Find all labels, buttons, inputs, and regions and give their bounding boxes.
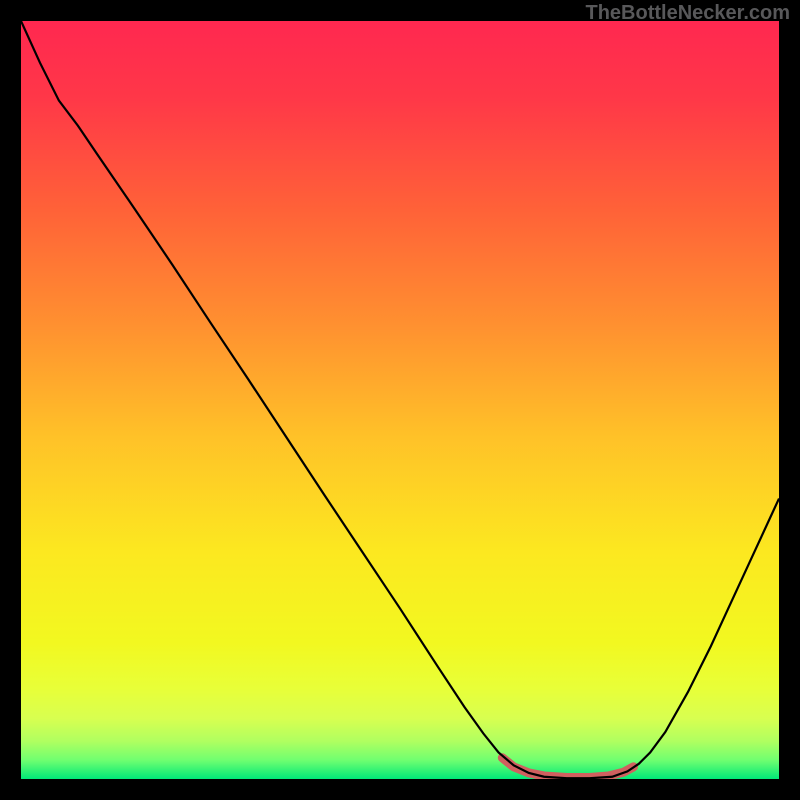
chart-container: TheBottleNecker.com bbox=[0, 0, 800, 800]
plot-area bbox=[21, 21, 779, 779]
gradient-background bbox=[21, 21, 779, 779]
chart-svg bbox=[21, 21, 779, 779]
